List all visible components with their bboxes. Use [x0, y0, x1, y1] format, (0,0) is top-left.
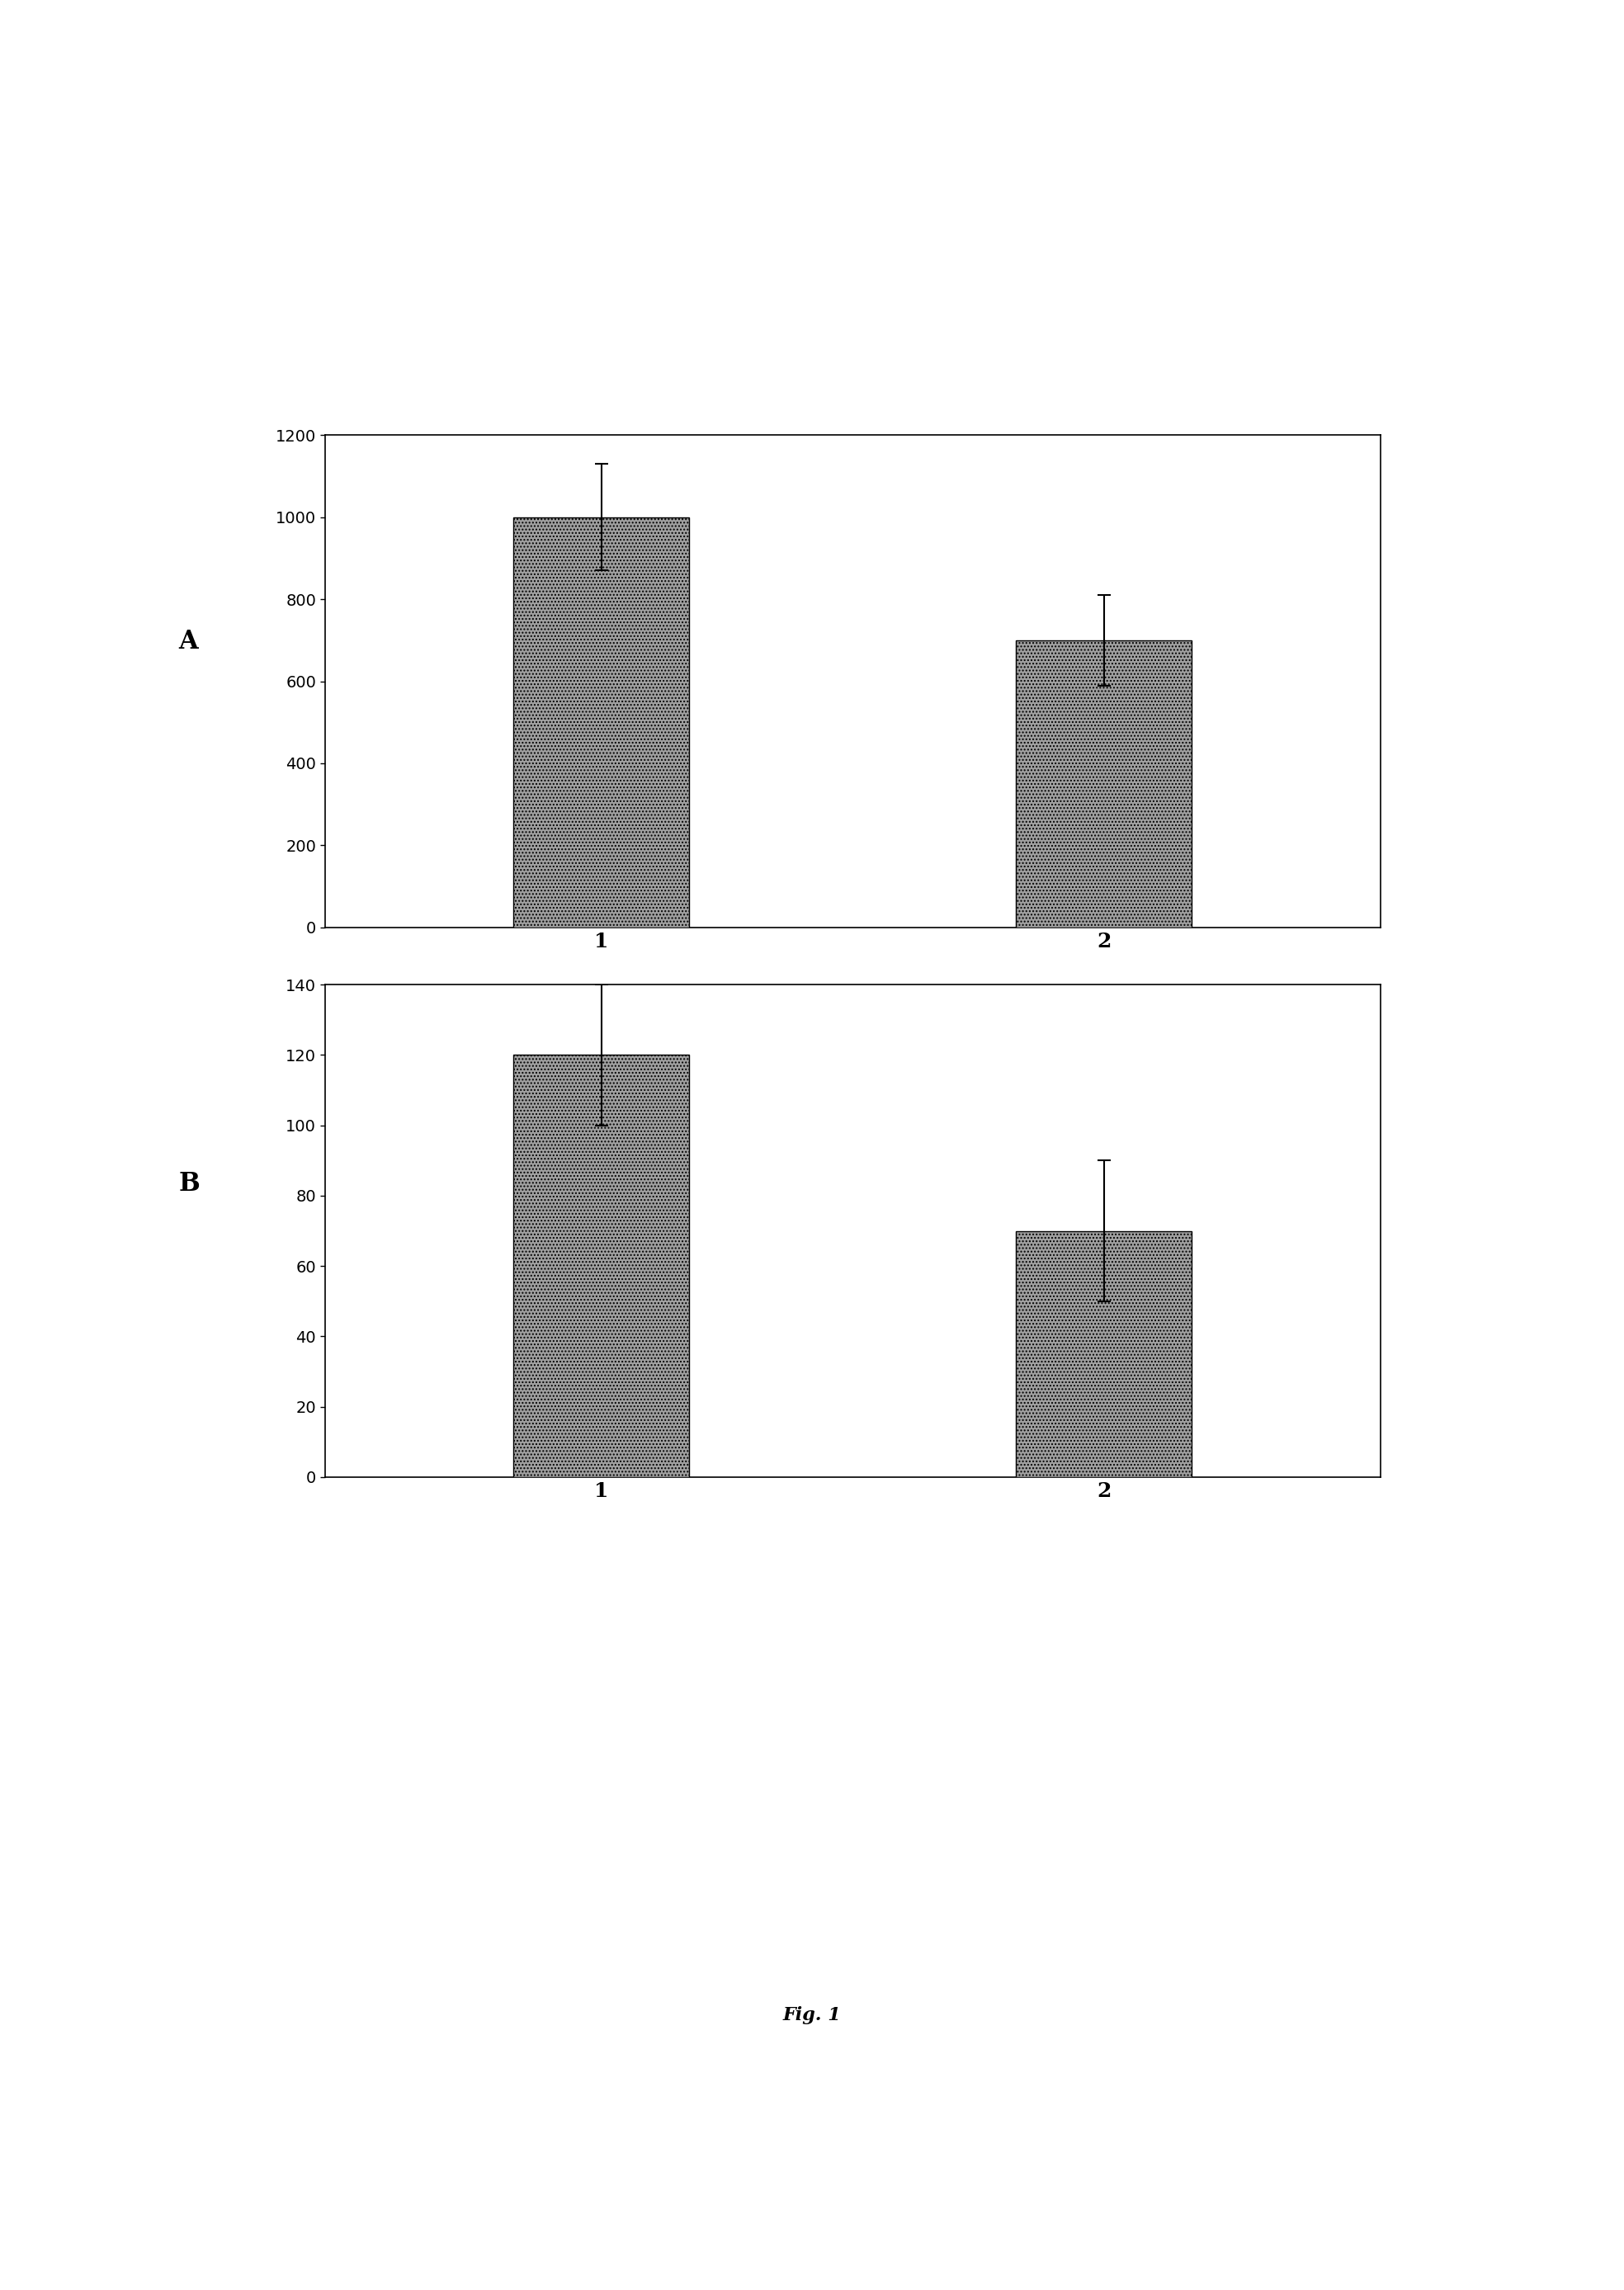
Bar: [1017, 641, 1192, 927]
Bar: [513, 1056, 689, 1477]
Text: B: B: [179, 1170, 200, 1198]
Bar: [513, 518, 689, 927]
Bar: [1017, 1232, 1192, 1477]
Text: A: A: [179, 627, 198, 655]
Text: Fig. 1: Fig. 1: [783, 2006, 841, 2024]
